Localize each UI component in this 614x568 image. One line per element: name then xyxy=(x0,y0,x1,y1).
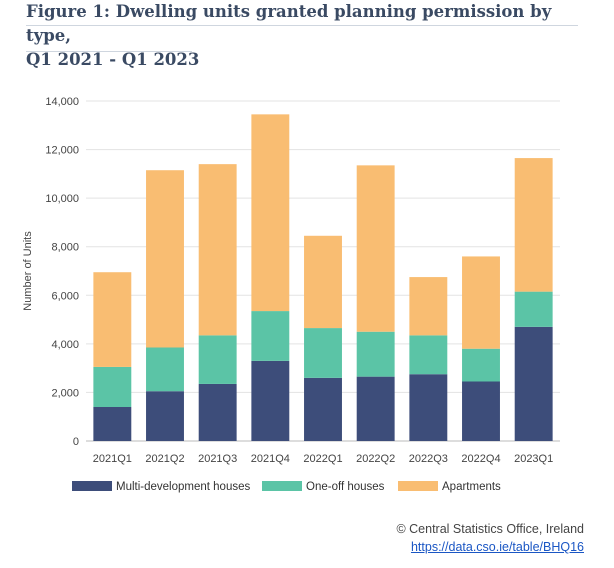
chart-title-line-1: Figure 1: Dwelling units granted plannin… xyxy=(26,2,552,45)
bar-one-off-houses xyxy=(198,335,237,384)
bar-one-off-houses xyxy=(93,366,132,407)
legend-label: Apartments xyxy=(442,481,501,493)
bar-one-off-houses xyxy=(462,348,500,382)
title-underline xyxy=(26,51,192,52)
source-credit: © Central Statistics Office, Ireland htt… xyxy=(396,520,584,556)
bar-multi-development-houses xyxy=(356,376,395,441)
chart-title: Figure 1: Dwelling units granted plannin… xyxy=(26,0,586,72)
bar-apartments xyxy=(93,272,132,367)
bar-apartments xyxy=(251,114,290,312)
bar-apartments xyxy=(146,170,184,348)
y-tick-label: 12,000 xyxy=(45,145,79,157)
stacked-bar-chart: 0 2,000 4,000 6,000 8,000 10,000 12,000 14,000 N… xyxy=(22,96,560,493)
legend-swatch xyxy=(262,481,302,491)
x-tick-label: 2022Q4 xyxy=(461,453,500,465)
bar-apartments xyxy=(514,158,553,292)
legend-swatch xyxy=(72,481,112,491)
x-tick-label: 2021Q3 xyxy=(198,453,237,465)
bar-one-off-houses xyxy=(146,347,184,392)
title-divider xyxy=(26,25,578,26)
bar-multi-development-houses xyxy=(146,391,184,441)
legend-label: Multi-development houses xyxy=(116,481,250,493)
bar-apartments xyxy=(198,164,237,336)
y-tick-label: 4,000 xyxy=(51,339,79,351)
bar-multi-development-houses xyxy=(409,374,448,441)
source-name: © Central Statistics Office, Ireland xyxy=(396,522,584,536)
x-tick-label: 2022Q3 xyxy=(409,453,448,465)
y-tick-label: 0 xyxy=(73,436,79,448)
bar-multi-development-houses xyxy=(514,326,553,441)
y-axis-title: Number of Units xyxy=(22,231,34,311)
y-tick-label: 14,000 xyxy=(45,96,79,108)
bar-one-off-houses xyxy=(356,331,395,377)
x-tick-label: 2021Q1 xyxy=(93,453,132,465)
bar-apartments xyxy=(304,235,342,329)
bar-multi-development-houses xyxy=(462,381,500,441)
bar-one-off-houses xyxy=(304,328,342,378)
bar-apartments xyxy=(356,165,395,332)
source-link[interactable]: https://data.cso.ie/table/BHQ16 xyxy=(410,540,584,554)
y-tick-label: 10,000 xyxy=(45,193,79,205)
bar-one-off-houses xyxy=(251,311,290,361)
x-tick-label: 2021Q2 xyxy=(145,453,184,465)
x-tick-label: 2023Q1 xyxy=(514,453,553,465)
bar-multi-development-houses xyxy=(198,383,237,441)
chart-title-line-2: Q1 2021 - Q1 2023 xyxy=(26,50,200,69)
bar-one-off-houses xyxy=(409,335,448,375)
bar-apartments xyxy=(409,277,448,336)
bar-multi-development-houses xyxy=(251,360,290,441)
y-tick-label: 8,000 xyxy=(51,242,79,254)
x-tick-label: 2022Q1 xyxy=(303,453,342,465)
bar-apartments xyxy=(462,256,500,349)
legend-label: One-off houses xyxy=(306,481,385,493)
legend-swatch xyxy=(398,481,438,491)
y-tick-label: 6,000 xyxy=(51,290,79,302)
bar-multi-development-houses xyxy=(304,377,342,441)
bar-multi-development-houses xyxy=(93,407,132,441)
bar-one-off-houses xyxy=(514,291,553,327)
x-tick-label: 2021Q4 xyxy=(251,453,290,465)
y-tick-label: 2,000 xyxy=(51,387,79,399)
x-tick-label: 2022Q2 xyxy=(356,453,395,465)
